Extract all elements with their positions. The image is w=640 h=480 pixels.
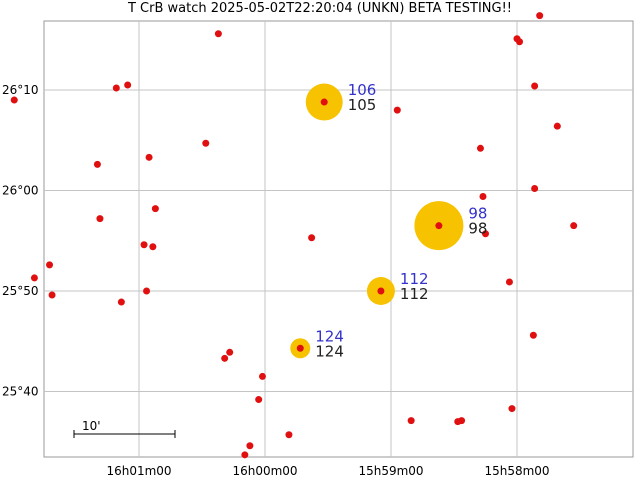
x-tick-label: 16h01m00 — [106, 464, 171, 478]
field-star — [458, 417, 466, 425]
chart-title: T CrB watch 2025-05-02T22:20:04 (UNKN) B… — [127, 1, 513, 16]
field-star — [151, 205, 159, 213]
comparison-star — [320, 98, 328, 106]
field-star — [531, 184, 539, 192]
field-star — [48, 291, 56, 299]
y-tick-label: 26°00 — [2, 184, 39, 198]
field-star — [46, 261, 54, 269]
field-star — [117, 298, 125, 306]
field-star — [202, 139, 210, 147]
field-star — [536, 12, 544, 20]
field-star — [531, 82, 539, 90]
field-star — [516, 38, 524, 46]
comparison-magnitude-upper: 112 — [400, 270, 429, 288]
field-star — [226, 348, 234, 356]
comparison-magnitude-upper: 106 — [348, 81, 377, 99]
field-star — [393, 106, 401, 114]
field-star — [553, 122, 561, 130]
comparison-magnitude-upper: 98 — [468, 205, 487, 223]
x-tick-label: 15h58m00 — [484, 464, 549, 478]
field-star — [482, 230, 489, 238]
field-star — [529, 331, 537, 339]
comparison-magnitude-upper: 124 — [315, 327, 344, 345]
field-star — [124, 81, 132, 89]
field-star — [255, 396, 263, 404]
y-tick-label: 25°50 — [2, 284, 39, 298]
comparison-magnitude-lower: 105 — [348, 96, 377, 114]
field-star — [570, 222, 578, 230]
comparison-star — [296, 344, 304, 352]
field-star — [407, 417, 415, 425]
scale-bar: 10' — [73, 419, 176, 438]
grid-lines — [44, 21, 633, 457]
x-tick-label: 16h00m00 — [232, 464, 297, 478]
field-star — [479, 193, 487, 201]
field-star — [140, 241, 148, 249]
field-star — [308, 234, 316, 242]
y-tick-labels: 26°10 26°00 25°50 25°40 — [2, 83, 39, 399]
field-star — [246, 442, 254, 450]
field-star — [149, 243, 157, 251]
scale-bar-label: 10' — [82, 419, 101, 433]
field-star — [258, 372, 266, 380]
field-star — [93, 160, 101, 168]
y-tick-label: 25°40 — [2, 385, 39, 399]
field-star — [476, 144, 484, 152]
comparison-magnitude-lower: 98 — [468, 220, 487, 238]
field-star — [10, 96, 18, 104]
field-star — [285, 431, 293, 439]
field-star — [143, 287, 151, 295]
field-star — [96, 215, 104, 223]
field-star — [508, 405, 516, 413]
field-star — [214, 30, 222, 38]
y-tick-label: 26°10 — [2, 83, 39, 97]
field-star — [241, 451, 249, 459]
field-star — [505, 278, 513, 286]
comparison-magnitude-lower: 112 — [400, 285, 429, 303]
field-star — [221, 354, 229, 362]
field-star — [112, 84, 120, 92]
x-tick-labels: 16h01m00 16h00m00 15h59m00 15h58m00 — [106, 464, 549, 478]
field-star — [145, 153, 153, 161]
comparison-magnitude-lower: 124 — [315, 342, 344, 360]
plot-frame — [43, 20, 634, 458]
comparison-star — [435, 222, 443, 230]
x-tick-label: 15h59m00 — [358, 464, 423, 478]
comparison-star — [377, 287, 385, 295]
field-stars — [10, 12, 578, 459]
field-star — [30, 274, 38, 282]
